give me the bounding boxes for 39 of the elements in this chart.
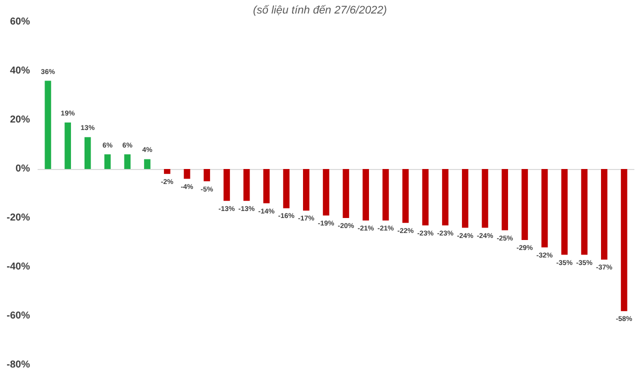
bar [482, 169, 488, 228]
y-tick-label: 40% [10, 66, 30, 76]
bar [243, 169, 250, 201]
bar [541, 169, 548, 248]
bar [342, 169, 350, 218]
bar [322, 169, 330, 216]
y-tick-label: 0% [16, 164, 30, 174]
bar [303, 169, 310, 211]
bar [263, 169, 270, 204]
bar [462, 169, 468, 228]
bar [581, 169, 588, 255]
y-tick-label: 60% [10, 16, 30, 28]
bar [84, 137, 91, 169]
bar [362, 169, 369, 220]
y-tick-label: -80% [6, 360, 30, 370]
y-tick-label: -40% [6, 262, 30, 272]
bar [561, 169, 568, 255]
bar [502, 169, 508, 230]
bar [402, 169, 409, 223]
bar [422, 169, 429, 226]
bar [522, 169, 528, 240]
y-tick-label: -20% [6, 212, 30, 224]
y-tick-label: 20% [10, 114, 30, 126]
bar [620, 169, 628, 312]
bar [442, 169, 448, 226]
bar [44, 80, 52, 169]
bar [601, 169, 608, 260]
bar [204, 169, 210, 182]
bar [382, 169, 389, 220]
bar [104, 154, 111, 169]
bar [64, 122, 71, 169]
bar [124, 154, 131, 169]
bar [144, 159, 150, 169]
y-tick-label: -60% [6, 310, 30, 322]
bar [283, 169, 290, 208]
bar [164, 169, 170, 174]
chart-subtitle: (số liệu tính đến 27/6/2022) [253, 4, 388, 16]
bar [184, 169, 190, 179]
bar [224, 169, 230, 201]
